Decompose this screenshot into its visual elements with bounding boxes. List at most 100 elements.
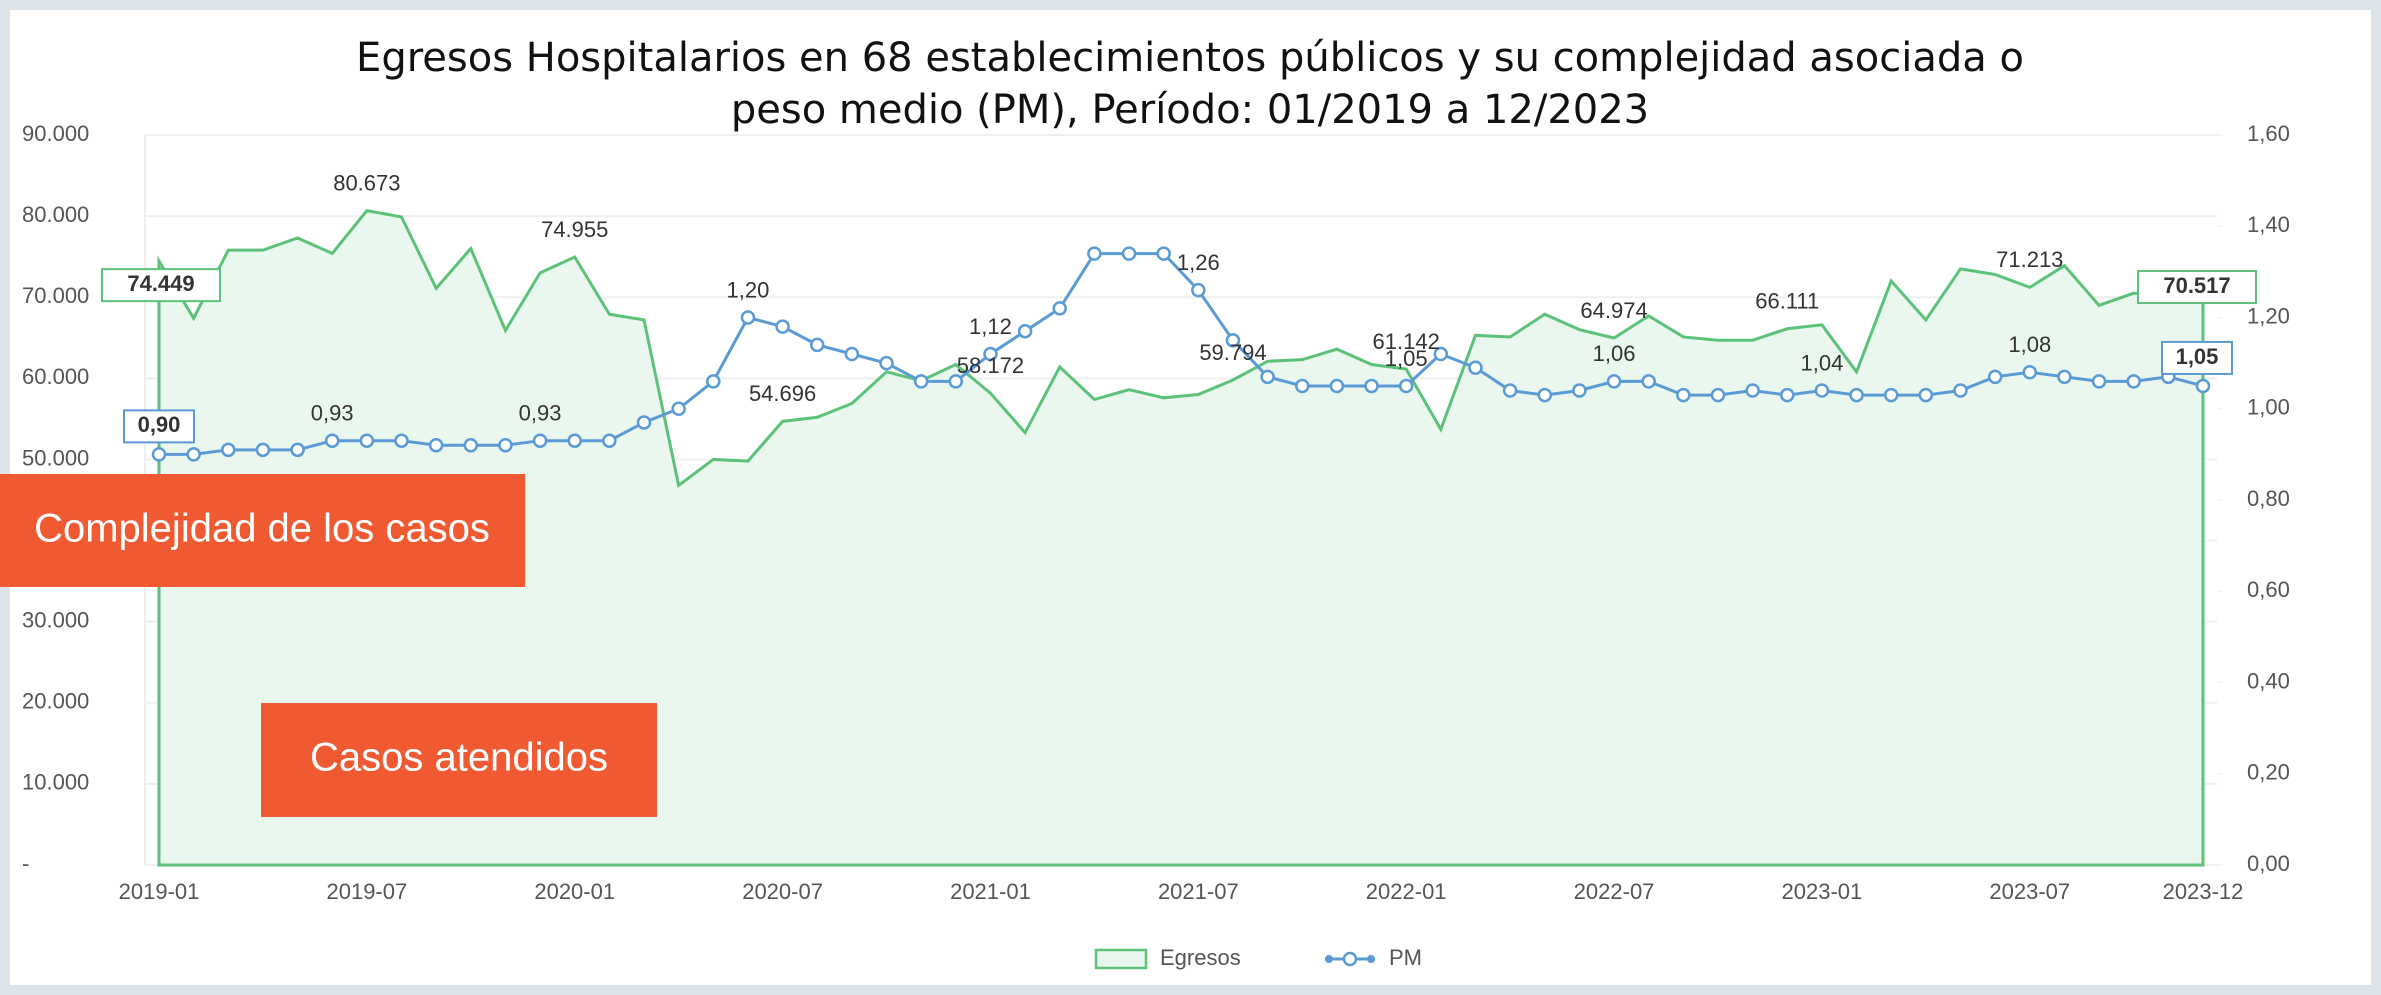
- data-label: 61.142: [1373, 329, 1440, 354]
- point: [1468, 360, 1483, 375]
- legend-swatch: [1342, 951, 1358, 967]
- point: [2126, 374, 2141, 389]
- point: [1502, 383, 1518, 398]
- point: [2195, 378, 2211, 394]
- point: [1295, 378, 1310, 394]
- y2-tick-label: 1,20: [2247, 303, 2290, 328]
- data-label-box: [101, 268, 221, 303]
- point: [948, 374, 964, 389]
- point: [1849, 387, 1864, 403]
- point: [706, 374, 721, 389]
- data-label: 66.111: [1755, 289, 1819, 314]
- point: [1398, 378, 1414, 394]
- y-tick-label: 10.000: [22, 770, 89, 795]
- point: [463, 438, 479, 453]
- annotation: Complejidad de los casos: [34, 507, 490, 551]
- data-label: 1,20: [727, 277, 770, 302]
- point: [1710, 387, 1726, 403]
- data-label: 74.449: [127, 271, 194, 296]
- y2-tick-label: 0,60: [2247, 577, 2290, 602]
- point: [1953, 383, 1968, 398]
- data-label-box: [2137, 270, 2257, 305]
- point: [1017, 323, 1033, 339]
- point: [1883, 387, 1899, 403]
- data-label: 80.673: [333, 170, 400, 195]
- data-label: 54.696: [749, 381, 816, 406]
- data-label: 59.794: [1199, 340, 1266, 365]
- data-label: 1,12: [969, 314, 1012, 339]
- y2-tick-label: 0,80: [2247, 486, 2290, 511]
- y-tick-label: -: [22, 851, 29, 876]
- point: [1260, 369, 1275, 385]
- data-label: 1,26: [1177, 250, 1220, 275]
- point: [221, 442, 236, 458]
- data-label: 1,05: [1385, 346, 1428, 371]
- point: [428, 438, 444, 453]
- y2-tick-label: 0,40: [2247, 668, 2290, 693]
- data-label-box: [2161, 340, 2233, 375]
- point: [1676, 387, 1691, 403]
- point: [1572, 383, 1587, 398]
- point: [532, 433, 548, 448]
- point: [498, 438, 513, 453]
- point: [809, 337, 825, 353]
- legend-swatch: [1094, 948, 1148, 970]
- point: [186, 447, 201, 462]
- data-label: 1,08: [2008, 332, 2051, 357]
- x-tick-label: 2022-01: [1366, 879, 1447, 904]
- x-tick-label: 2021-01: [950, 879, 1031, 904]
- data-label: 1,05: [2176, 344, 2219, 369]
- point: [290, 442, 305, 458]
- point: [394, 433, 409, 448]
- x-tick-label: 2019-07: [326, 879, 407, 904]
- point: [775, 319, 790, 334]
- y2-tick-label: 1,40: [2247, 212, 2290, 237]
- point: [1225, 333, 1241, 348]
- data-label: 64.974: [1580, 298, 1647, 323]
- point: [567, 433, 582, 448]
- y-tick-label: 60.000: [22, 364, 89, 389]
- y2-tick-label: 0,20: [2247, 760, 2290, 785]
- data-label: 0,93: [519, 401, 562, 426]
- point: [740, 310, 756, 325]
- point: [879, 355, 894, 371]
- data-label: 70.517: [2163, 273, 2230, 298]
- point: [2057, 369, 2072, 385]
- point: [1641, 374, 1656, 389]
- point: [1814, 383, 1830, 398]
- y-tick-label: 90.000: [22, 121, 89, 146]
- legend-label: PM: [1389, 945, 1422, 970]
- y-tick-label: 50.000: [22, 445, 89, 470]
- plot: -10.00020.00030.00040.00050.00060.00070.…: [22, 121, 2290, 904]
- data-label: 71.213: [1996, 247, 2063, 272]
- point: [1191, 282, 1206, 298]
- y2-tick-label: 1,60: [2247, 121, 2290, 146]
- point: [359, 433, 375, 448]
- data-label: 74.955: [541, 217, 608, 242]
- data-label: 58.172: [957, 353, 1024, 378]
- point: [2022, 365, 2038, 380]
- annotation: Casos atendidos: [310, 736, 608, 780]
- point: [602, 433, 617, 448]
- y-tick-label: 20.000: [22, 689, 89, 714]
- data-label: 0,90: [138, 412, 181, 437]
- point: [913, 374, 929, 389]
- point: [636, 415, 652, 430]
- point: [1780, 387, 1795, 403]
- point: [671, 401, 686, 416]
- point: [1052, 301, 1067, 316]
- y2-tick-label: 1,00: [2247, 395, 2290, 420]
- point: [1537, 387, 1553, 403]
- annotation-box: [0, 474, 525, 587]
- point: [151, 447, 167, 462]
- point: [1121, 246, 1137, 261]
- y2-tick-label: 0,00: [2247, 851, 2290, 876]
- point: [255, 442, 271, 458]
- legend-swatch: [1325, 955, 1333, 963]
- point: [844, 346, 860, 362]
- y-tick-label: 30.000: [22, 607, 89, 632]
- point: [1606, 374, 1622, 389]
- x-tick-label: 2019-01: [119, 879, 200, 904]
- x-tick-label: 2023-01: [1782, 879, 1863, 904]
